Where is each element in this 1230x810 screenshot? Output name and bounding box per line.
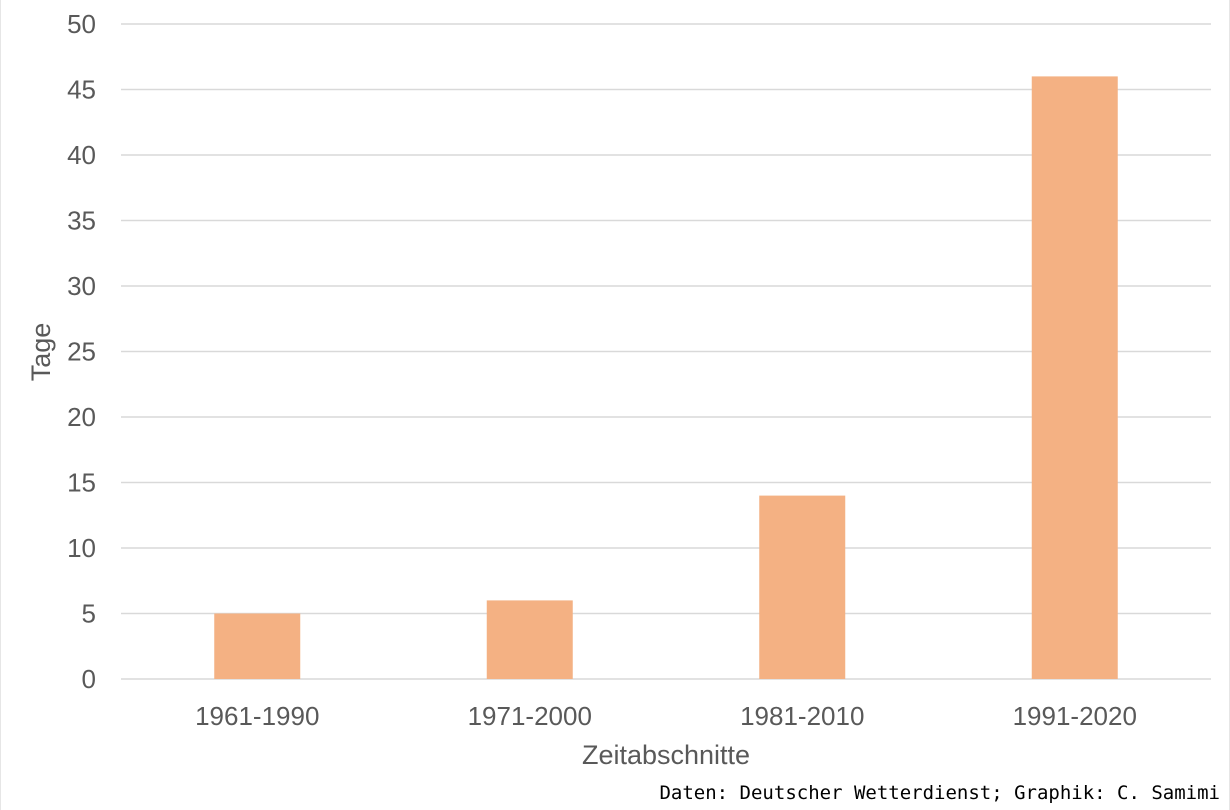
y-tick-label: 40 xyxy=(67,140,96,170)
bar-1991-2020 xyxy=(1031,76,1118,679)
bar-1961-1990 xyxy=(214,613,301,679)
x-tick-label: 1961-1990 xyxy=(195,701,319,731)
gridlines xyxy=(121,23,1211,680)
y-tick-label: 20 xyxy=(67,402,96,432)
y-tick-label: 25 xyxy=(67,337,96,367)
x-tick-labels: 1961-1990 1971-2000 1981-2010 1991-2020 xyxy=(195,701,1137,731)
y-tick-label: 45 xyxy=(67,75,96,105)
y-tick-label: 30 xyxy=(67,271,96,301)
y-tick-label: 15 xyxy=(67,468,96,498)
y-tick-label: 35 xyxy=(67,206,96,236)
bar-1971-2000 xyxy=(486,600,573,679)
bar-1981-2010 xyxy=(759,495,846,679)
y-tick-label: 0 xyxy=(82,664,96,694)
source-note: Daten: Deutscher Wetterdienst; Graphik: … xyxy=(659,782,1220,804)
bars xyxy=(214,76,1118,679)
y-tick-label: 10 xyxy=(67,533,96,563)
y-axis-title: Tage xyxy=(26,323,56,382)
x-tick-label: 1991-2020 xyxy=(1013,701,1137,731)
y-tick-label: 50 xyxy=(67,9,96,39)
x-tick-label: 1981-2010 xyxy=(740,701,864,731)
y-tick-labels: 0 5 10 15 20 25 30 35 40 45 50 xyxy=(67,9,96,694)
x-tick-label: 1971-2000 xyxy=(468,701,592,731)
y-tick-label: 5 xyxy=(82,599,96,629)
x-axis-title: Zeitabschnitte xyxy=(582,740,750,770)
